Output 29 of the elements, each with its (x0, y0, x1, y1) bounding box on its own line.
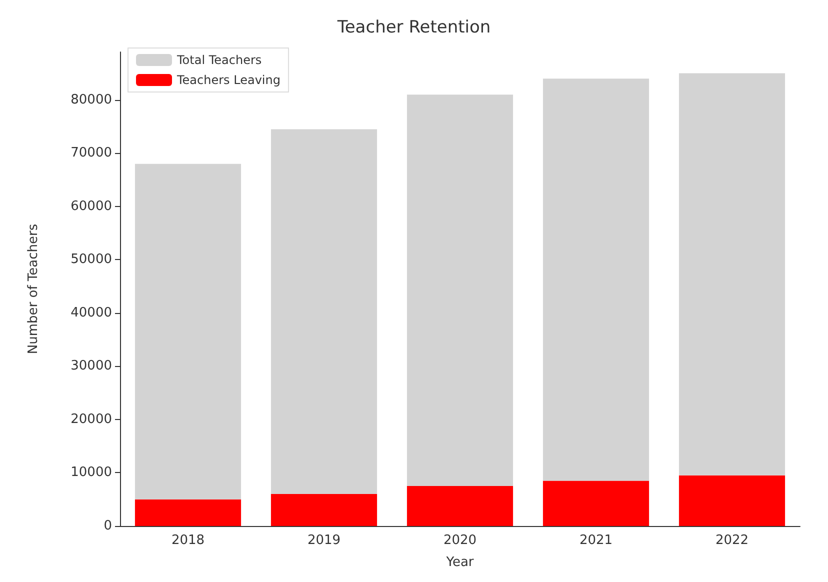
legend-label: Teachers Leaving (176, 73, 280, 87)
chart-title: Teacher Retention (336, 18, 491, 38)
y-tick-label: 80000 (70, 92, 112, 108)
y-tick-label: 30000 (70, 358, 112, 374)
bar (134, 164, 242, 500)
bar (542, 78, 650, 481)
x-tick-label: 2020 (443, 533, 477, 548)
x-tick-label: 2022 (715, 533, 749, 548)
bar (406, 94, 514, 486)
bar (270, 129, 378, 494)
y-tick-label: 10000 (70, 465, 112, 480)
y-tick-label: 50000 (70, 252, 112, 268)
x-tick-label: 2019 (307, 533, 341, 548)
bar (270, 494, 378, 526)
y-axis-title: Number of Teachers (26, 224, 41, 354)
bar (678, 475, 786, 526)
x-tick-label: 2018 (171, 533, 205, 548)
bar (406, 486, 514, 526)
y-tick-label: 40000 (70, 305, 112, 320)
y-tick-label: 0 (104, 518, 112, 534)
legend-label: Total Teachers (176, 53, 262, 67)
bar (134, 499, 242, 526)
bar (542, 480, 650, 526)
x-axis-title: Year (445, 555, 474, 570)
y-tick-label: 20000 (70, 412, 112, 427)
y-tick-label: 60000 (70, 198, 112, 214)
x-tick-label: 2021 (579, 533, 613, 548)
y-tick-label: 70000 (70, 146, 112, 161)
bar (678, 73, 786, 476)
